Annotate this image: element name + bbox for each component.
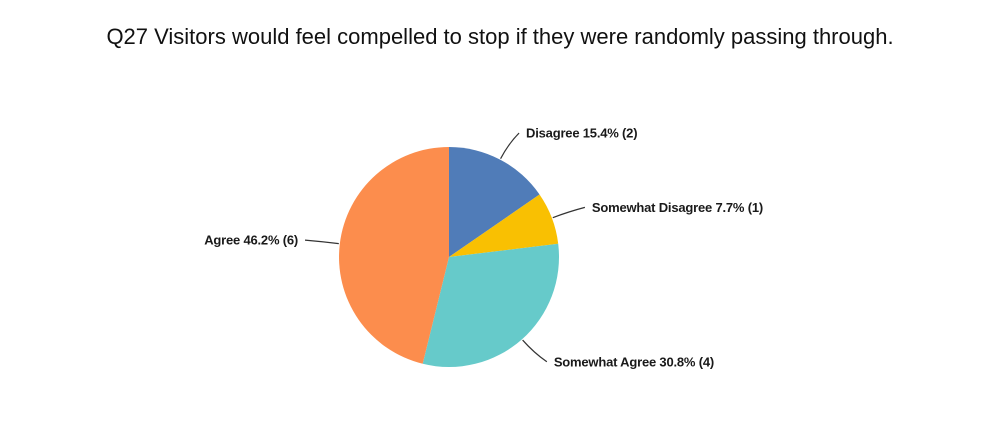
pie-label-somewhat-disagree: Somewhat Disagree 7.7% (1) [592, 200, 763, 215]
leader-line-agree [304, 239, 339, 245]
pie-leader-lines [304, 132, 586, 363]
pie-slice-disagree [449, 147, 540, 257]
pie-label-somewhat-agree: Somewhat Agree 30.8% (4) [554, 354, 714, 369]
pie-slice-somewhat-agree [422, 243, 560, 367]
pie-label-agree: Agree 46.2% (6) [204, 233, 298, 248]
pie-slice-agree [339, 147, 449, 364]
leader-line-disagree [500, 132, 520, 159]
pie-slice-somewhat-disagree [449, 194, 559, 257]
leader-line-somewhat-disagree [552, 206, 586, 219]
chart-title: Q27 Visitors would feel compelled to sto… [106, 24, 894, 49]
pie-labels: Disagree 15.4% (2) Somewhat Disagree 7.7%… [204, 126, 763, 370]
pie-slices [339, 147, 560, 367]
leader-line-somewhat-agree [522, 339, 548, 363]
pie-label-disagree: Disagree 15.4% (2) [526, 126, 637, 141]
